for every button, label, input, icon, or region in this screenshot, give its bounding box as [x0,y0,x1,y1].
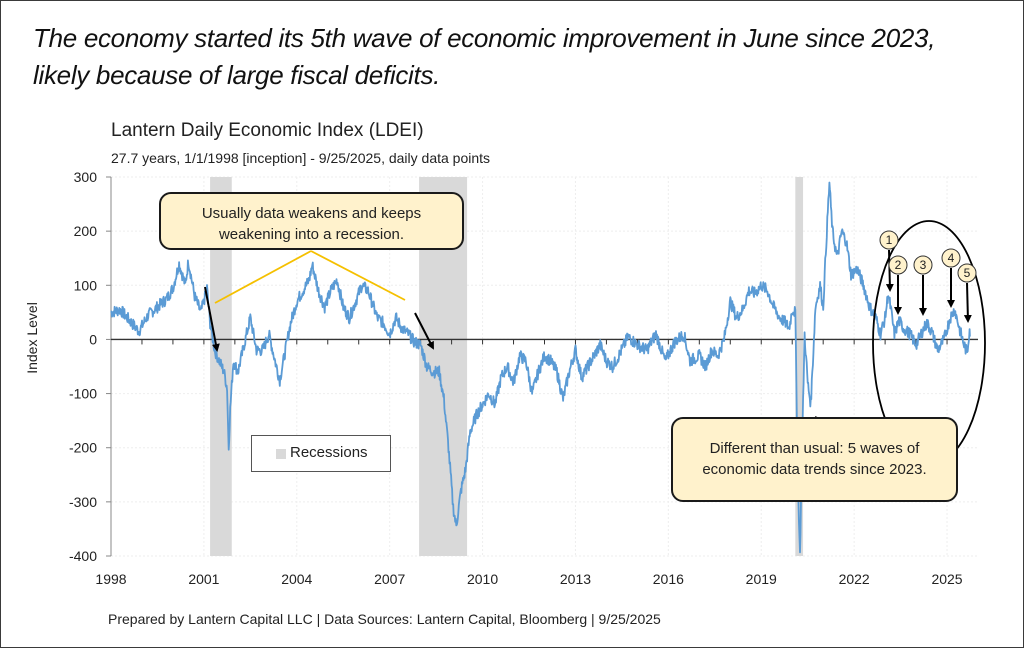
legend-recession-swatch [276,449,286,459]
y-tick-label: -400 [69,548,97,564]
y-axis-label: Index Level [24,302,40,374]
wave-arrow-1 [885,249,894,292]
x-tick-label: 2016 [653,571,684,587]
x-tick-label: 2010 [467,571,498,587]
series-line-ldei [110,181,971,554]
y-tick-label: -300 [69,494,97,510]
headline: The economy started its 5th wave of econ… [33,23,936,90]
x-tick-label: 2025 [931,571,962,587]
series-group [110,181,971,554]
legend: Recessions [251,435,391,472]
wave-marker-circle-1 [879,230,899,250]
y-tick-label: 0 [89,331,97,347]
wave-marker-circle-4 [941,248,961,268]
x-tick-label: 1998 [95,571,126,587]
footer-source: Prepared by Lantern Capital LLC | Data S… [108,611,661,627]
legend-recession-label: Recessions [290,444,368,461]
x-tick-label: 2022 [839,571,870,587]
wave-marker-label-4: 4 [948,251,955,265]
wave-marker-label-5: 5 [964,266,971,280]
chart-title: Lantern Daily Economic Index (LDEI) [111,120,424,141]
y-tick-label: 100 [74,277,98,293]
arrow-2001-recession [204,286,220,352]
chart-subtitle: 27.7 years, 1/1/1998 [inception] - 9/25/… [111,150,491,166]
callout-left: Usually data weakens and keeps weakening… [159,192,464,250]
x-tick-label: 2019 [746,571,777,587]
y-tick-label: -100 [69,386,97,402]
wave-marker-label-3: 3 [920,258,927,272]
wave-marker-label-2: 2 [895,258,902,272]
connector-line-right [310,250,406,301]
callout-right: Different than usual: 5 waves of economi… [671,417,958,502]
y-tick-label: 200 [74,223,98,239]
y-tick-label: 300 [74,169,98,185]
x-tick-label: 2007 [374,571,405,587]
axes: 300 200 100 0 -100 -200 -300 -400 1998 2001 2004 20… [69,169,978,587]
connector-line-left [214,250,312,304]
wave-marker-circle-2 [888,255,908,275]
wave-marker-circle-3 [913,255,933,275]
arrow-2008-recession [414,312,434,350]
x-tick-label: 2013 [560,571,591,587]
x-tick-label: 2004 [281,571,312,587]
wave-marker-circle-5 [957,263,977,283]
recession-band [795,177,804,556]
x-tick-label: 2001 [188,571,219,587]
wave-marker-label-1: 1 [886,233,893,247]
y-tick-label: -200 [69,440,97,456]
wave-arrow-5 [963,282,972,323]
